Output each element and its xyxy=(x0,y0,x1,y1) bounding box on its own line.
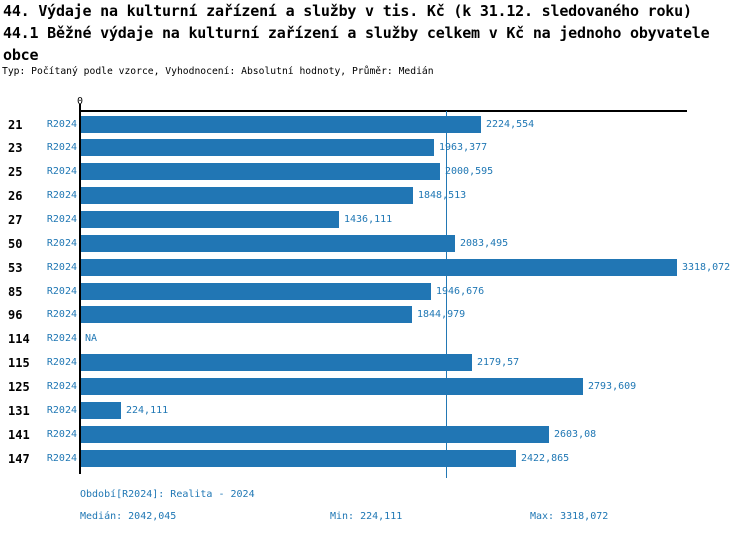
chart-row: 115 R2024 2179,57 xyxy=(0,351,750,375)
footer-max: Max: 3318,072 xyxy=(530,511,609,522)
row-category-label: 114 xyxy=(8,332,30,346)
bar-value-label: 2000,595 xyxy=(445,166,494,177)
row-series-label: R2024 xyxy=(46,166,77,177)
row-series-label: R2024 xyxy=(46,214,77,225)
row-series-label: R2024 xyxy=(46,453,77,464)
chart-row: 125 R2024 2793,609 xyxy=(0,375,750,399)
value-bar xyxy=(81,187,413,204)
chart-row: 26 R2024 1848,513 xyxy=(0,184,750,208)
page-subtitle: 44.1 Běžné výdaje na kulturní zařízení a… xyxy=(3,24,710,42)
chart-row: 25 R2024 2000,595 xyxy=(0,160,750,184)
row-series-label: R2024 xyxy=(46,333,77,344)
bar-value-label: 3318,072 xyxy=(682,262,731,273)
y-axis-line xyxy=(79,104,81,474)
footer-median: Medián: 2042,045 xyxy=(80,511,177,522)
bar-value-label: 1963,377 xyxy=(439,142,488,153)
bar-value-label: NA xyxy=(85,333,98,344)
bar-value-label: 2603,08 xyxy=(554,429,597,440)
row-category-label: 27 xyxy=(8,213,23,227)
bar-value-label: 2793,609 xyxy=(588,381,637,392)
value-bar xyxy=(81,163,440,180)
chart-row: 50 R2024 2083,495 xyxy=(0,232,750,256)
bar-value-label: 2224,554 xyxy=(486,119,535,130)
bar-value-label: 1844,979 xyxy=(417,309,466,320)
chart-row: 85 R2024 1946,676 xyxy=(0,280,750,304)
row-series-label: R2024 xyxy=(46,309,77,320)
chart-row: 21 R2024 2224,554 xyxy=(0,113,750,137)
row-category-label: 125 xyxy=(8,380,30,394)
value-bar xyxy=(81,450,516,467)
value-bar xyxy=(81,235,455,252)
chart-row: 27 R2024 1436,111 xyxy=(0,208,750,232)
value-bar xyxy=(81,306,412,323)
chart-row: 141 R2024 2603,08 xyxy=(0,423,750,447)
chart-row: 114 R2024 NA xyxy=(0,327,750,351)
chart-top-border xyxy=(80,110,687,112)
value-bar xyxy=(81,354,472,371)
value-bar xyxy=(81,116,481,133)
meta-line: Typ: Počítaný podle vzorce, Vyhodnocení:… xyxy=(2,66,434,77)
value-bar xyxy=(81,211,339,228)
row-category-label: 26 xyxy=(8,189,23,203)
row-category-label: 141 xyxy=(8,428,30,442)
chart-row: 96 R2024 1844,979 xyxy=(0,303,750,327)
row-category-label: 85 xyxy=(8,285,23,299)
page-title: 44. Výdaje na kulturní zařízení a služby… xyxy=(3,2,692,20)
row-category-label: 147 xyxy=(8,452,30,466)
bar-value-label: 1848,513 xyxy=(418,190,467,201)
row-category-label: 131 xyxy=(8,404,30,418)
bar-value-label: 1946,676 xyxy=(436,286,485,297)
row-category-label: 50 xyxy=(8,237,23,251)
row-category-label: 25 xyxy=(8,165,23,179)
row-series-label: R2024 xyxy=(46,429,77,440)
chart-row: 23 R2024 1963,377 xyxy=(0,136,750,160)
value-bar xyxy=(81,283,431,300)
bar-value-label: 224,111 xyxy=(126,405,169,416)
value-bar xyxy=(81,402,121,419)
bar-value-label: 1436,111 xyxy=(344,214,393,225)
bar-value-label: 2422,865 xyxy=(521,453,570,464)
footer-min: Min: 224,111 xyxy=(330,511,403,522)
value-bar xyxy=(81,378,583,395)
row-category-label: 23 xyxy=(8,141,23,155)
row-series-label: R2024 xyxy=(46,142,77,153)
median-line xyxy=(446,111,447,478)
row-category-label: 53 xyxy=(8,261,23,275)
axis-zero-label: 0 xyxy=(76,96,84,107)
chart-row: 131 R2024 224,111 xyxy=(0,399,750,423)
row-series-label: R2024 xyxy=(46,357,77,368)
value-bar xyxy=(81,259,677,276)
bar-value-label: 2179,57 xyxy=(477,357,520,368)
value-bar xyxy=(81,139,434,156)
row-series-label: R2024 xyxy=(46,286,77,297)
value-bar xyxy=(81,426,549,443)
page-subtitle-continued: obce xyxy=(3,46,39,64)
row-series-label: R2024 xyxy=(46,119,77,130)
footer-period: Období[R2024]: Realita - 2024 xyxy=(80,489,255,500)
chart-row: 147 R2024 2422,865 xyxy=(0,447,750,471)
row-series-label: R2024 xyxy=(46,381,77,392)
row-series-label: R2024 xyxy=(46,238,77,249)
row-category-label: 21 xyxy=(8,118,23,132)
row-series-label: R2024 xyxy=(46,262,77,273)
chart-row: 53 R2024 3318,072 xyxy=(0,256,750,280)
row-series-label: R2024 xyxy=(46,405,77,416)
bar-value-label: 2083,495 xyxy=(460,238,509,249)
row-category-label: 115 xyxy=(8,356,30,370)
row-category-label: 96 xyxy=(8,308,23,322)
row-series-label: R2024 xyxy=(46,190,77,201)
